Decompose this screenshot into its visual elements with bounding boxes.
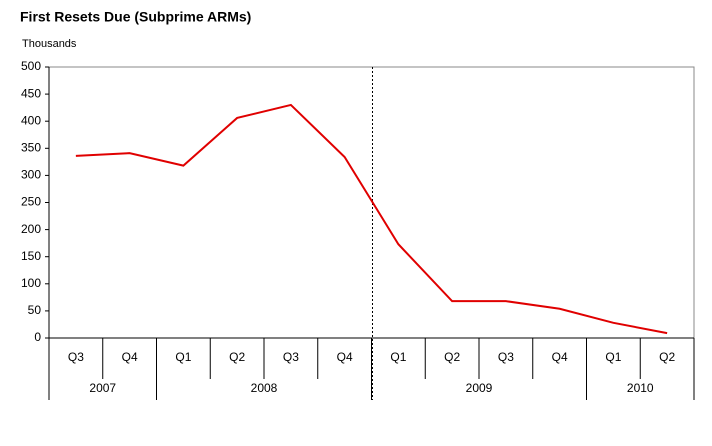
x-tick-label: Q3	[283, 350, 299, 364]
y-tick-label: 250	[21, 195, 41, 209]
y-tick-label: 0	[34, 330, 41, 344]
x-tick-label: Q1	[390, 350, 406, 364]
x-tick-label: Q4	[337, 350, 353, 364]
x-tick-label: Q4	[122, 350, 138, 364]
y-axis-label: Thousands	[22, 38, 77, 50]
group-label: 2009	[466, 381, 493, 395]
x-tick-label: Q3	[498, 350, 514, 364]
y-tick-label: 500	[21, 59, 41, 73]
x-tick-label: Q2	[229, 350, 245, 364]
x-tick-label: Q1	[175, 350, 191, 364]
y-tick-label: 50	[28, 303, 42, 317]
x-tick-label: Q4	[552, 350, 568, 364]
chart-title: First Resets Due (Subprime ARMs)	[20, 9, 251, 25]
y-tick-label: 200	[21, 222, 41, 236]
group-label: 2007	[89, 381, 116, 395]
y-tick-label: 100	[21, 276, 41, 290]
y-tick-label: 400	[21, 113, 41, 127]
x-tick-label: Q1	[605, 350, 621, 364]
y-tick-label: 150	[21, 249, 41, 263]
group-label: 2008	[251, 381, 278, 395]
x-tick-label: Q3	[68, 350, 84, 364]
data-line	[75, 103, 668, 335]
y-tick-label: 300	[21, 168, 41, 182]
group-label: 2010	[627, 381, 654, 395]
x-tick-label: Q2	[444, 350, 460, 364]
x-tick-label: Q2	[659, 350, 675, 364]
y-tick-label: 450	[21, 86, 41, 100]
y-tick-label: 350	[21, 140, 41, 154]
